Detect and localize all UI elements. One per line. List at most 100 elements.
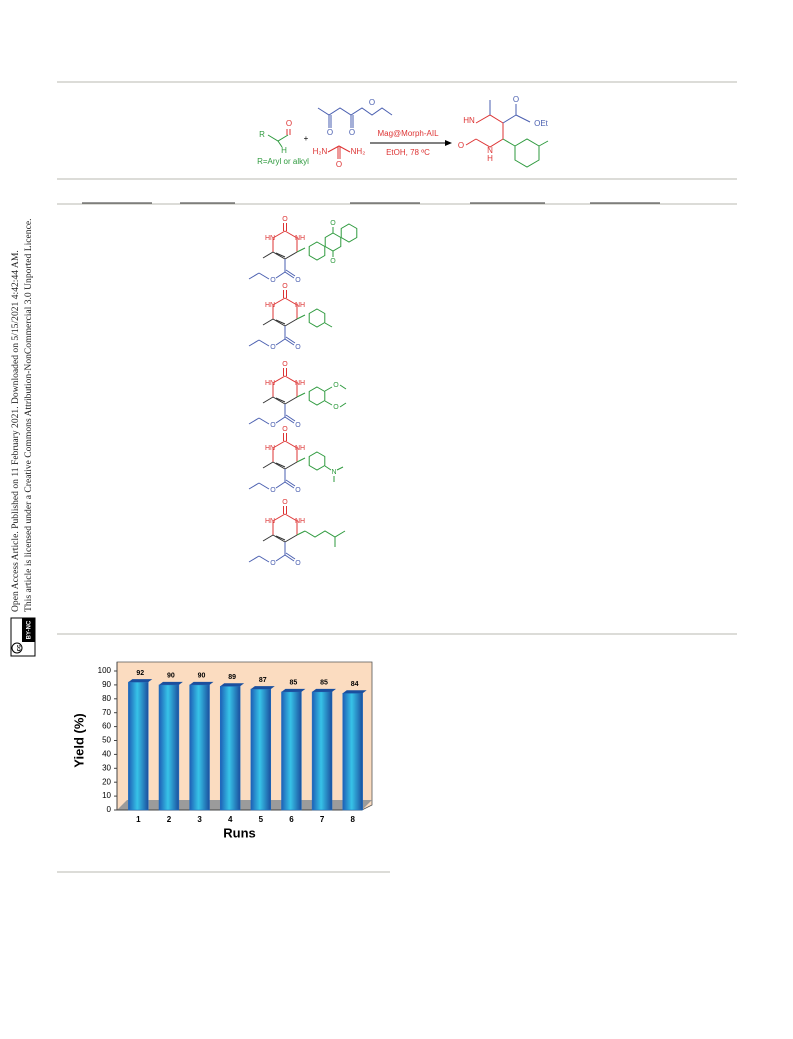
atom: O — [349, 128, 355, 137]
cc-badge-dark — [22, 618, 35, 642]
bond — [284, 416, 295, 424]
bond — [262, 534, 274, 542]
bond — [284, 513, 298, 522]
atom: HN — [265, 380, 275, 387]
atom: H — [281, 146, 287, 155]
atom: O — [333, 404, 339, 411]
bond — [296, 247, 306, 253]
bar — [158, 684, 180, 811]
atom: R — [259, 130, 265, 139]
bond — [272, 440, 286, 449]
bond — [284, 396, 298, 405]
bar-top — [281, 688, 306, 692]
x-tick-label: 1 — [136, 815, 141, 824]
sidebar: Open Access Article. Published on 11 Feb… — [10, 218, 36, 657]
bond — [275, 338, 286, 346]
bond — [277, 140, 283, 148]
x-tick-label: 4 — [228, 815, 233, 824]
bond — [284, 338, 295, 346]
atom: O — [282, 361, 288, 368]
bar-label: 89 — [228, 674, 236, 681]
bond — [284, 230, 298, 239]
bond — [262, 396, 274, 404]
atom: O — [330, 258, 336, 265]
bond — [248, 555, 260, 563]
bond — [258, 339, 270, 347]
ring — [308, 386, 326, 406]
atom: NH₂ — [351, 147, 366, 156]
atom: O — [295, 560, 301, 567]
bond — [502, 138, 516, 147]
bond — [324, 465, 332, 471]
bond — [339, 384, 347, 390]
bond — [285, 552, 296, 560]
sidebar-line: This article is licensed under a Creativ… — [23, 218, 34, 612]
bond — [275, 554, 286, 562]
bond — [275, 462, 286, 468]
x-axis-label: Runs — [223, 825, 256, 840]
bar-top — [312, 688, 337, 692]
ring — [514, 138, 540, 168]
atom: H — [487, 154, 493, 163]
atom: NH — [295, 518, 305, 525]
cc-circle — [11, 642, 23, 654]
bond — [284, 375, 298, 384]
bar-label: 85 — [290, 680, 298, 687]
bond — [272, 297, 286, 306]
bond — [272, 461, 286, 470]
bond — [538, 140, 549, 147]
y-tick-label: 30 — [102, 763, 111, 772]
atom: O — [458, 141, 464, 150]
atom: HN — [265, 235, 275, 242]
bond — [248, 339, 260, 347]
x-tick-label: 3 — [197, 815, 202, 824]
x-tick-label: 7 — [320, 815, 325, 824]
scheme-labels: R O H R=Aryl or alkyl + O O O H₂N NH₂ O … — [257, 95, 549, 169]
bond — [339, 402, 347, 408]
atom: HN — [265, 518, 275, 525]
bond — [272, 534, 286, 543]
bond — [317, 107, 393, 116]
bar-top — [250, 686, 275, 690]
atom: O — [282, 499, 288, 506]
y-axis-label: Yield (%) — [71, 713, 86, 767]
bond — [284, 297, 298, 306]
bond — [275, 397, 286, 403]
ring — [308, 308, 326, 328]
ring — [324, 232, 342, 252]
y-tick-label: 20 — [102, 777, 111, 786]
bond — [475, 114, 504, 148]
atom: O — [295, 487, 301, 494]
bar-top — [128, 679, 153, 683]
atom: O — [330, 220, 336, 227]
y-tick-label: 60 — [102, 722, 111, 731]
bond — [284, 461, 298, 470]
bond — [248, 417, 260, 425]
bar — [342, 692, 363, 811]
bond — [285, 269, 296, 277]
atom: O — [295, 422, 301, 429]
y-tick-label: 50 — [102, 736, 111, 745]
bond — [258, 272, 270, 280]
bond — [262, 251, 274, 259]
chart-frame — [116, 661, 373, 811]
bond — [272, 318, 286, 327]
catalyst: Mag@Morph-AIL — [377, 129, 439, 138]
bar — [189, 684, 210, 811]
bond — [272, 230, 286, 239]
bond — [324, 386, 333, 392]
bond — [275, 319, 286, 325]
bond — [275, 481, 286, 489]
atom: O — [333, 382, 339, 389]
atom: O — [286, 119, 292, 128]
bond — [327, 145, 351, 153]
ring — [308, 241, 326, 261]
atom: O — [369, 98, 375, 107]
bond — [296, 530, 306, 536]
bar-label: 84 — [351, 681, 359, 688]
ring — [340, 223, 358, 243]
bond — [272, 513, 286, 522]
x-tick-label: 2 — [167, 815, 172, 824]
atom: HN — [265, 302, 275, 309]
